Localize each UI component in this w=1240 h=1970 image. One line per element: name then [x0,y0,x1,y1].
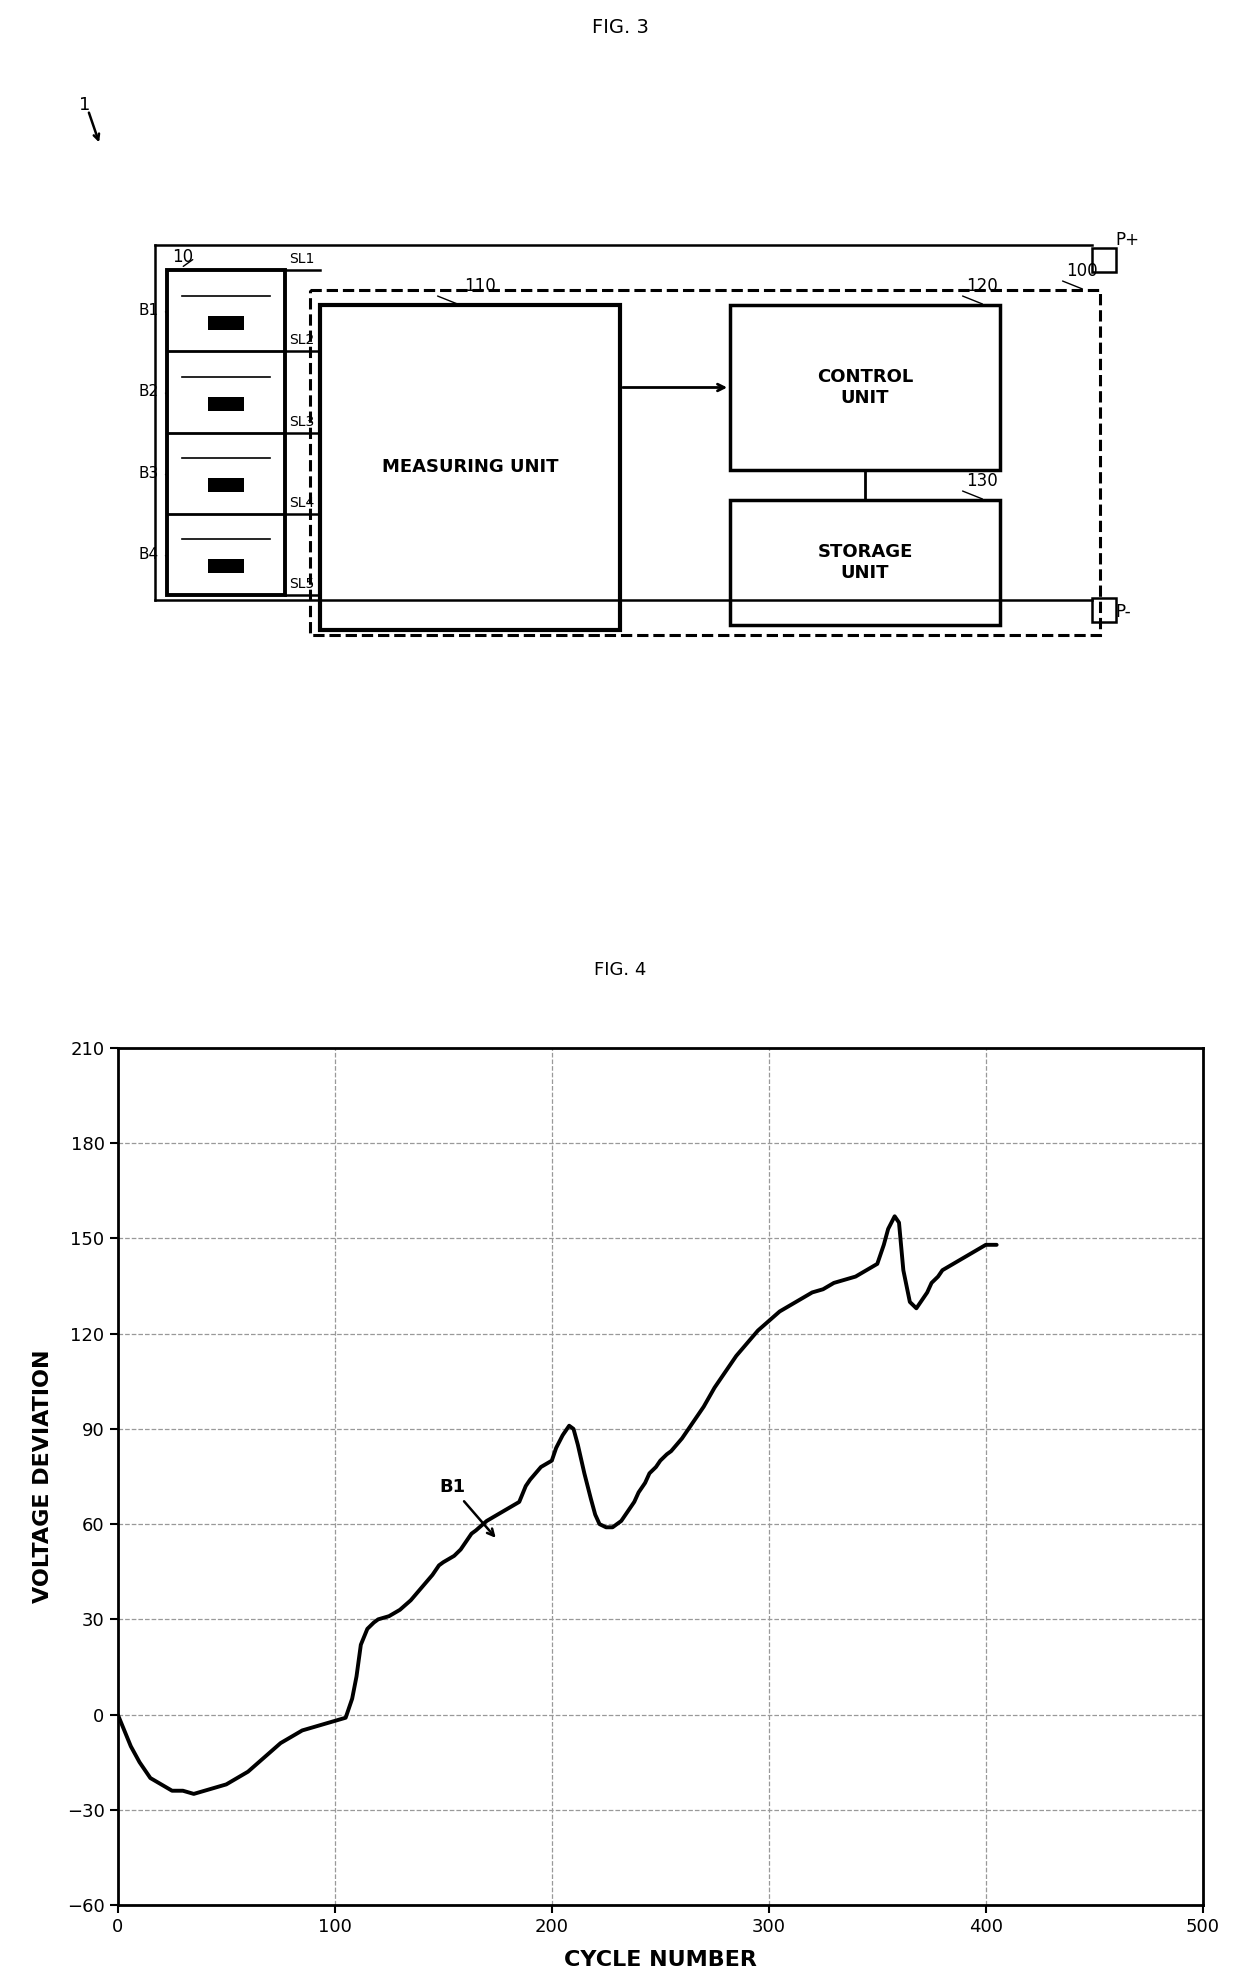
Bar [208,396,244,412]
Text: 100: 100 [1066,262,1097,280]
Text: 10: 10 [172,248,193,266]
Text: SL4: SL4 [289,496,314,510]
Bar [167,270,285,595]
Text: B2: B2 [139,384,159,400]
Bar [208,559,244,573]
Text: B3: B3 [139,465,159,481]
Text: 110: 110 [464,278,496,296]
Text: FIG. 4: FIG. 4 [594,961,646,979]
Text: 1: 1 [79,97,91,114]
Text: B4: B4 [139,548,159,561]
Text: SL3: SL3 [289,414,314,429]
Bar [1092,248,1116,272]
Text: FIG. 3: FIG. 3 [591,18,649,37]
Text: STORAGE
UNIT: STORAGE UNIT [817,544,913,581]
Text: SL5: SL5 [289,577,314,591]
Bar [730,305,999,471]
X-axis label: CYCLE NUMBER: CYCLE NUMBER [564,1950,756,1970]
Text: SL1: SL1 [289,252,315,266]
Bar [1092,599,1116,623]
Bar [208,315,244,329]
Y-axis label: VOLTAGE DEVIATION: VOLTAGE DEVIATION [32,1349,53,1604]
Text: SL2: SL2 [289,333,314,347]
Text: 130: 130 [966,473,998,491]
Text: CONTROL
UNIT: CONTROL UNIT [817,368,913,408]
Text: P+: P+ [1115,230,1140,248]
Text: P-: P- [1115,603,1131,621]
Text: 120: 120 [966,278,998,296]
Bar [208,479,244,492]
Bar [310,290,1100,634]
Text: B1: B1 [139,303,159,317]
Text: B1: B1 [439,1478,494,1537]
Text: MEASURING UNIT: MEASURING UNIT [382,459,558,477]
Bar [320,305,620,630]
Bar [730,500,999,624]
